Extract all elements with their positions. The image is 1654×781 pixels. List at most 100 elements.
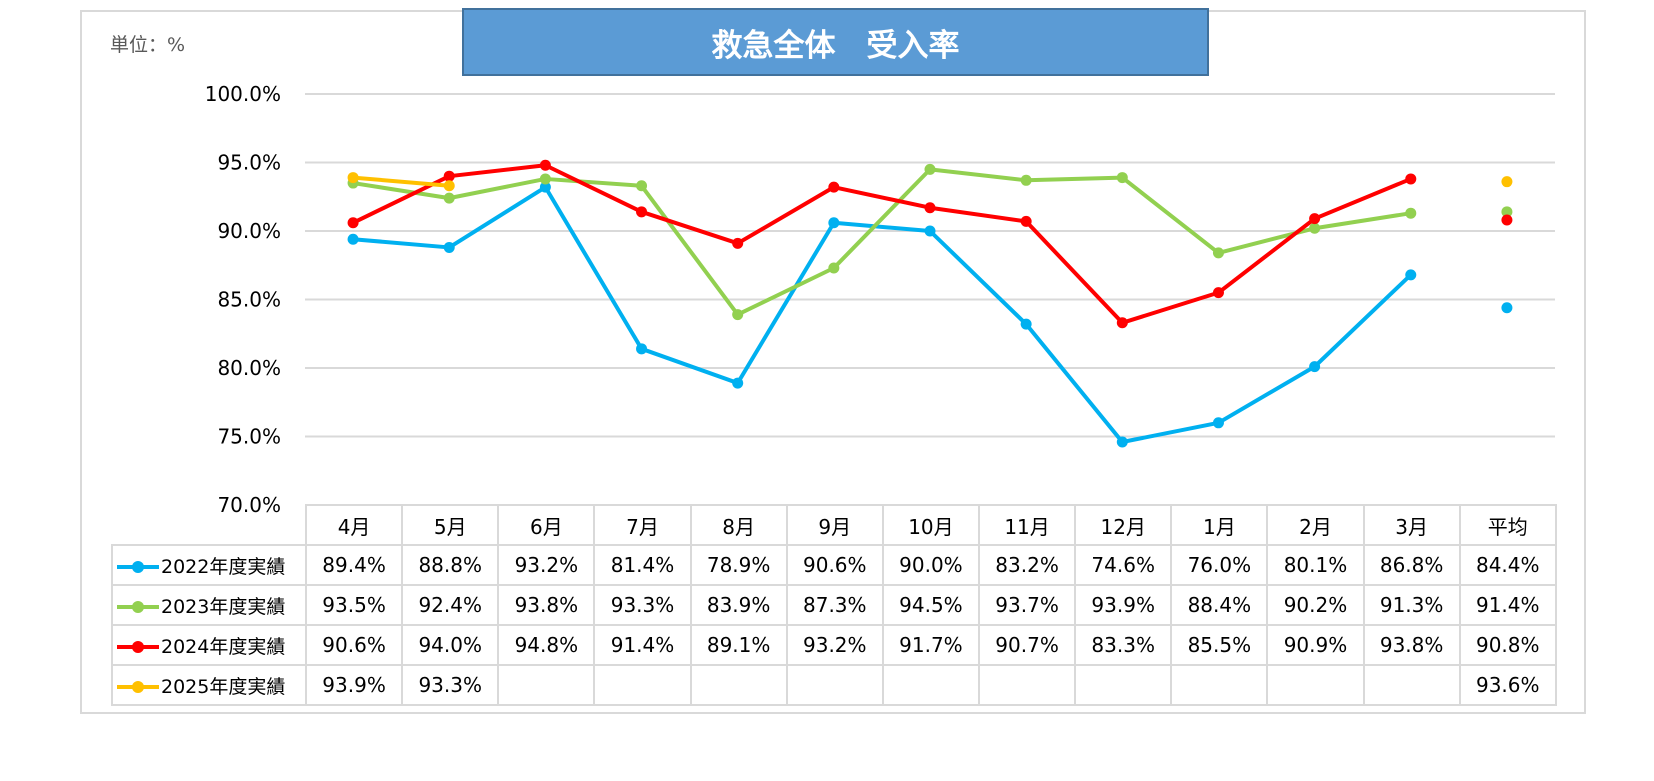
- data-point: [539, 173, 551, 185]
- table-cell: [497, 664, 596, 706]
- table-cell: 93.9%: [1074, 584, 1173, 626]
- table-body: 2022年度実績 89.4% 88.8% 93.2% 81.4% 78.9% 90.6% 90…: [111, 544, 1557, 706]
- data-point: [1212, 417, 1224, 429]
- series-name: 2022年度実績: [161, 555, 286, 578]
- data-point: [1020, 174, 1032, 186]
- table-cell: [1362, 664, 1461, 706]
- table-row: 2023年度実績 93.5% 92.4% 93.8% 93.3% 83.9% 87.3% 94…: [111, 584, 1557, 626]
- data-point: [732, 377, 744, 389]
- table-cell: 94.5%: [881, 584, 980, 626]
- table-cell: [689, 664, 788, 706]
- data-point: [1309, 222, 1321, 234]
- data-point: [732, 237, 744, 249]
- series-lines: [347, 159, 1513, 448]
- data-point: [443, 170, 455, 182]
- chart-title: 救急全体 受入率: [711, 27, 960, 64]
- series-2: [347, 163, 1513, 321]
- data-point: [1020, 215, 1032, 227]
- data-point: [347, 233, 359, 245]
- table-cell: 88.4%: [1170, 584, 1269, 626]
- y-tick-label: 80.0%: [217, 356, 281, 380]
- category-header: 4月: [304, 504, 404, 546]
- data-point: [1309, 213, 1321, 225]
- table-cell: 89.4%: [304, 544, 404, 586]
- series-label: 2025年度実績: [111, 664, 307, 706]
- legend-key: [117, 681, 159, 693]
- table-cell: 83.3%: [1074, 624, 1173, 666]
- average-cell: 84.4%: [1458, 544, 1557, 586]
- data-point: [1405, 269, 1417, 281]
- average-cell: 91.4%: [1458, 584, 1557, 626]
- series-label: 2023年度実績: [111, 584, 307, 626]
- category-header: 6月: [497, 504, 596, 546]
- table-cell: 93.9%: [304, 664, 404, 706]
- data-point: [1309, 361, 1321, 373]
- table-cell: 81.4%: [593, 544, 692, 586]
- table-cell: 88.8%: [401, 544, 500, 586]
- table-cell: 91.3%: [1362, 584, 1461, 626]
- y-tick-label: 100.0%: [205, 82, 281, 106]
- category-header: 10月: [881, 504, 980, 546]
- data-point: [347, 217, 359, 229]
- series-line: [352, 175, 450, 188]
- table-cell: 94.8%: [497, 624, 596, 666]
- data-point: [539, 159, 551, 171]
- average-point: [1501, 214, 1513, 226]
- table-cell: 93.2%: [497, 544, 596, 586]
- y-tick-label: 85.0%: [217, 288, 281, 312]
- data-point: [828, 181, 840, 193]
- table-row: 2024年度実績 90.6% 94.0% 94.8% 91.4% 89.1% 93.2% 91…: [111, 624, 1557, 666]
- data-point: [539, 181, 551, 193]
- table-cell: 86.8%: [1362, 544, 1461, 586]
- table-cell: 93.3%: [401, 664, 500, 706]
- table-cell: 76.0%: [1170, 544, 1269, 586]
- series-1: [347, 181, 1513, 448]
- table-cell: 94.0%: [401, 624, 500, 666]
- data-point: [924, 225, 936, 237]
- category-header: 7月: [593, 504, 692, 546]
- data-point: [828, 217, 840, 229]
- series-name: 2025年度実績: [161, 675, 286, 698]
- data-point: [443, 241, 455, 253]
- average-cell: 93.6%: [1458, 664, 1557, 706]
- table-cell: [785, 664, 884, 706]
- average-cell: 90.8%: [1458, 624, 1557, 666]
- data-point: [924, 202, 936, 214]
- category-header: 9月: [785, 504, 884, 546]
- data-point: [1212, 287, 1224, 299]
- table-cell: 80.1%: [1266, 544, 1365, 586]
- y-tick-label: 75.0%: [217, 425, 281, 449]
- table-cell: [1170, 664, 1269, 706]
- table-row: 2022年度実績 89.4% 88.8% 93.2% 81.4% 78.9% 90.6% 90…: [111, 544, 1557, 586]
- series-label: 2024年度実績: [111, 624, 307, 666]
- table-cell: 92.4%: [401, 584, 500, 626]
- table-cell: 74.6%: [1074, 544, 1173, 586]
- table-cell: 85.5%: [1170, 624, 1269, 666]
- table-cell: 90.0%: [881, 544, 980, 586]
- category-header: 5月: [401, 504, 500, 546]
- category-header: 2月: [1266, 504, 1365, 546]
- table-cell: [977, 664, 1077, 706]
- table-cell: 87.3%: [785, 584, 884, 626]
- legend-key: [117, 561, 159, 573]
- table-cell: [1266, 664, 1365, 706]
- table-cell: [1074, 664, 1173, 706]
- table-cell: 83.9%: [689, 584, 788, 626]
- table-cell: [881, 664, 980, 706]
- table-cell: 78.9%: [689, 544, 788, 586]
- average-point: [1501, 176, 1513, 188]
- data-point: [1116, 436, 1128, 448]
- table-cell: 93.8%: [497, 584, 596, 626]
- series-name: 2023年度実績: [161, 595, 286, 618]
- data-point: [924, 163, 936, 175]
- y-tick-label: 95.0%: [217, 151, 281, 175]
- series-4: [347, 172, 1513, 192]
- table-cell: 90.6%: [304, 624, 404, 666]
- average-point: [1501, 206, 1513, 218]
- table-cell: 90.2%: [1266, 584, 1365, 626]
- series-name: 2024年度実績: [161, 635, 286, 658]
- table-header-row: 4月 5月 6月 7月 8月 9月 10月 11月 12月 1月 2月 3月 平均: [112, 504, 1557, 546]
- legend-key: [117, 641, 159, 653]
- category-header: 8月: [689, 504, 788, 546]
- data-point: [443, 180, 455, 192]
